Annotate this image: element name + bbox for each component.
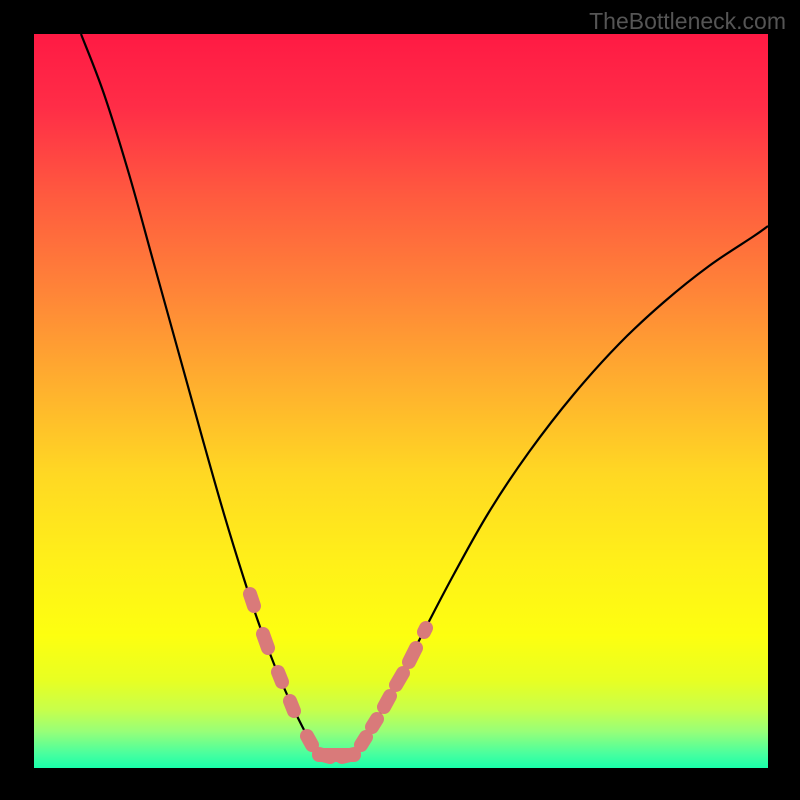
marker-bead bbox=[290, 701, 294, 711]
v-curve-right bbox=[354, 226, 768, 754]
marker-beads bbox=[250, 594, 426, 757]
marker-bead bbox=[250, 594, 254, 606]
marker-bead bbox=[263, 634, 268, 648]
marker-bead bbox=[384, 696, 390, 707]
marker-bead bbox=[278, 672, 282, 682]
marker-bead bbox=[409, 648, 416, 662]
watermark-text: TheBottleneck.com bbox=[589, 8, 786, 35]
marker-bead bbox=[424, 628, 426, 632]
marker-bead bbox=[396, 673, 403, 685]
chart-plot-area bbox=[34, 34, 768, 768]
chart-svg-layer bbox=[34, 34, 768, 768]
v-curve-left bbox=[81, 34, 319, 754]
marker-bead bbox=[361, 737, 366, 745]
marker-bead bbox=[307, 736, 312, 745]
marker-bead bbox=[372, 719, 377, 727]
